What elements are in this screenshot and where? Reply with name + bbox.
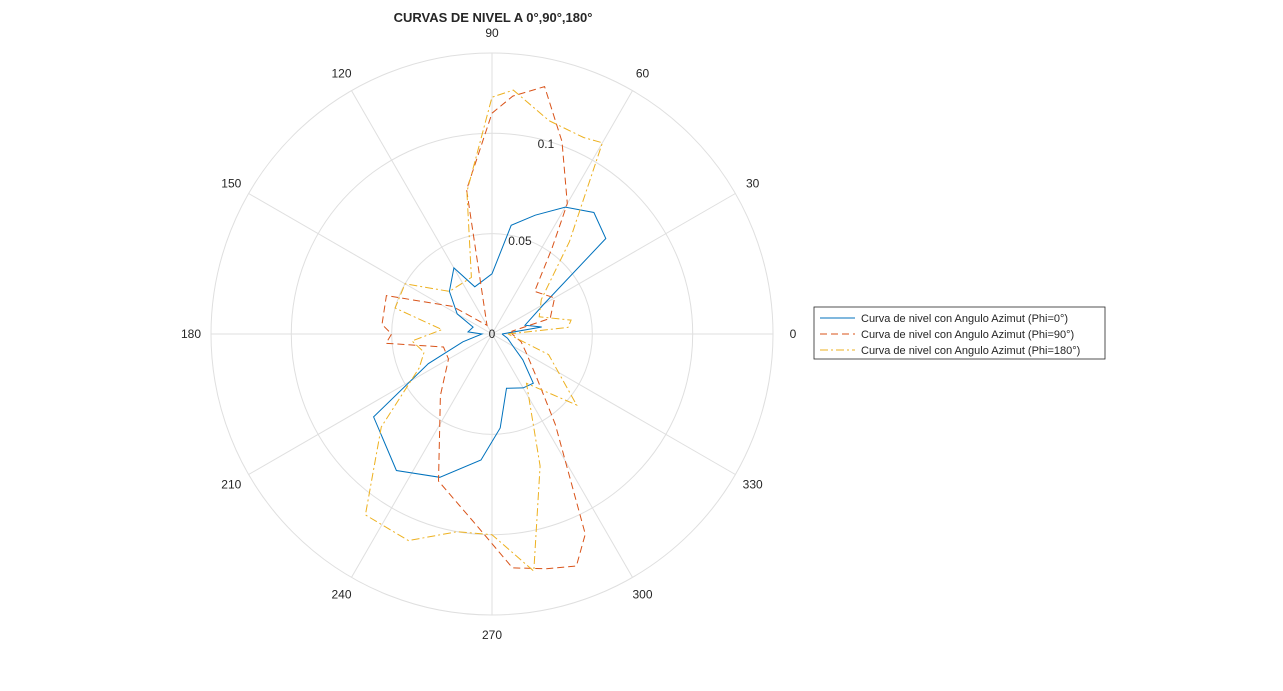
grid-spoke-8 — [351, 333, 493, 578]
theta-tick-label: 90 — [485, 26, 499, 40]
theta-tick-label: 240 — [331, 588, 351, 602]
polar-grid — [210, 52, 774, 616]
theta-tick-label: 210 — [221, 478, 241, 492]
theta-tick-label: 30 — [746, 177, 760, 191]
theta-tick-label: 120 — [331, 66, 351, 80]
grid-spoke-10 — [491, 333, 633, 578]
theta-tick-labels: 0 30 60 90 120 150 180 210 240 270 300 330 — [181, 26, 797, 642]
grid-spoke-1 — [491, 193, 736, 335]
grid-spoke-4 — [351, 90, 493, 335]
theta-tick-label: 330 — [743, 478, 763, 492]
grid-spoke-5 — [248, 193, 493, 335]
theta-tick-label: 270 — [482, 628, 502, 642]
theta-tick-label: 60 — [636, 66, 650, 80]
series-line-2 — [364, 89, 604, 573]
r-tick-label: 0.1 — [538, 137, 555, 151]
legend: Curva de nivel con Angulo Azimut (Phi=0°… — [813, 306, 1106, 360]
legend-box — [813, 306, 1106, 360]
series-lines — [364, 85, 607, 573]
series-line-0 — [373, 206, 607, 478]
grid-spoke-11 — [491, 333, 736, 475]
legend-label-2: Curva de nivel con Angulo Azimut (Phi=18… — [861, 345, 1080, 357]
legend-label-1: Curva de nivel con Angulo Azimut (Phi=90… — [861, 329, 1074, 341]
r-tick-label: 0 — [489, 327, 496, 341]
chart-title: CURVAS DE NIVEL A 0°,90°,180° — [394, 10, 593, 25]
theta-tick-label: 180 — [181, 327, 201, 341]
theta-tick-label: 300 — [632, 588, 652, 602]
legend-label-0: Curva de nivel con Angulo Azimut (Phi=0°… — [861, 313, 1068, 325]
series-line-1 — [381, 85, 586, 570]
theta-tick-label: 150 — [221, 177, 241, 191]
r-tick-label: 0.05 — [508, 234, 532, 248]
grid-spoke-7 — [248, 333, 493, 475]
theta-tick-label: 0 — [790, 327, 797, 341]
legend-items: Curva de nivel con Angulo Azimut (Phi=0°… — [820, 313, 1080, 357]
r-tick-labels: 0 0.05 0.1 — [489, 137, 555, 341]
grid-spoke-2 — [491, 90, 633, 335]
